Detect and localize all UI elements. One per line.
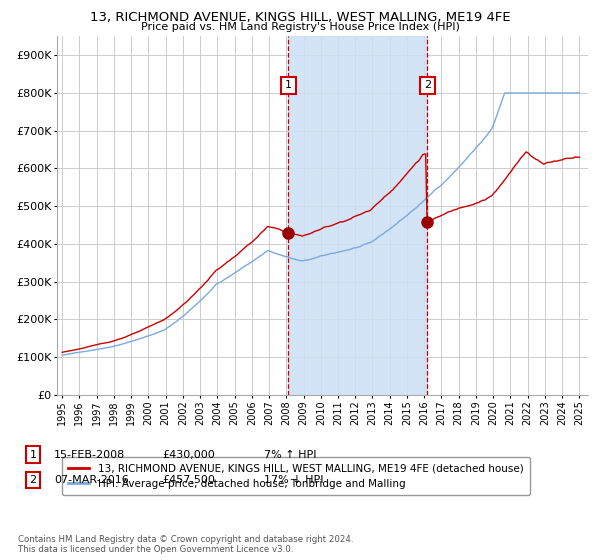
Text: £457,500: £457,500 — [162, 475, 215, 485]
Text: 1: 1 — [285, 81, 292, 91]
Text: 15-FEB-2008: 15-FEB-2008 — [54, 450, 125, 460]
Legend: 13, RICHMOND AVENUE, KINGS HILL, WEST MALLING, ME19 4FE (detached house), HPI: A: 13, RICHMOND AVENUE, KINGS HILL, WEST MA… — [62, 458, 530, 495]
Text: 17% ↓ HPI: 17% ↓ HPI — [264, 475, 323, 485]
Bar — [289, 36, 427, 395]
Text: 07-MAR-2016: 07-MAR-2016 — [54, 475, 129, 485]
Text: Contains HM Land Registry data © Crown copyright and database right 2024.
This d: Contains HM Land Registry data © Crown c… — [18, 535, 353, 554]
Text: 13, RICHMOND AVENUE, KINGS HILL, WEST MALLING, ME19 4FE: 13, RICHMOND AVENUE, KINGS HILL, WEST MA… — [89, 11, 511, 24]
Text: 2: 2 — [424, 81, 431, 91]
Text: £430,000: £430,000 — [162, 450, 215, 460]
Text: 2: 2 — [29, 475, 37, 485]
Text: Price paid vs. HM Land Registry's House Price Index (HPI): Price paid vs. HM Land Registry's House … — [140, 22, 460, 32]
Text: 1: 1 — [29, 450, 37, 460]
Text: 7% ↑ HPI: 7% ↑ HPI — [264, 450, 317, 460]
